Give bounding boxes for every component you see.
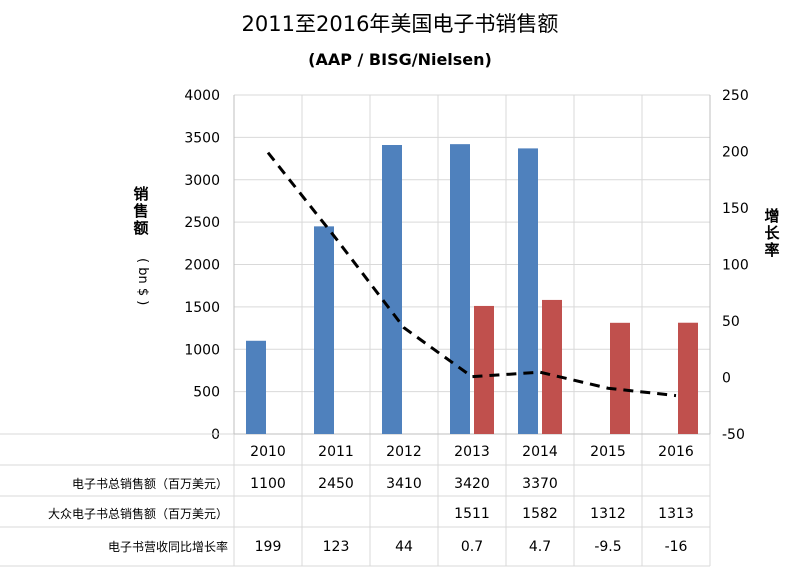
table-cell: 1511 [454,506,490,522]
y-tick-label-left: 3500 [184,130,220,146]
growth-rate-line [266,151,677,398]
table-cell: 3410 [386,476,422,492]
x-tick-label: 2016 [658,444,694,460]
y-tick-label-left: 1000 [184,342,220,358]
bar [518,148,538,434]
x-tick-label: 2011 [318,444,354,460]
y-tick-label-left: 3000 [184,173,220,189]
x-tick-label: 2014 [522,444,558,460]
table-row-label: 大众电子书总销售额（百万美元） [48,506,228,521]
y-tick-label-right: 100 [722,258,749,274]
y-tick-label-left: 500 [193,385,220,401]
table-cell: 3370 [522,476,558,492]
table-cell: 1312 [590,506,626,522]
bar [610,322,630,434]
y-tick-label-left: 1500 [184,300,220,316]
table-cell: 123 [323,539,350,555]
table-cell: 1313 [658,506,694,522]
y-tick-label-right: -50 [722,427,745,443]
x-tick-label: 2010 [250,444,286,460]
bar [382,145,402,434]
table-cell: -9.5 [594,539,621,555]
bar [678,322,698,434]
y-tick-label-right: 0 [722,371,731,387]
left-axis-unit: ( bn $ ) [135,258,150,306]
bar [246,340,266,434]
y-tick-label-left: 2000 [184,258,220,274]
table-row-label: 电子书营收同比增长率 [108,539,228,554]
right-axis-label: 增长率 [764,207,780,259]
y-tick-label-left: 2500 [184,215,220,231]
table-cell: 1100 [250,476,286,492]
y-tick-label-right: 250 [722,88,749,104]
bar [450,144,470,434]
table-cell: 2450 [318,476,354,492]
table-cell: 4.7 [529,539,551,555]
bar [314,226,334,434]
table-cell: 3420 [454,476,490,492]
table-cell: 1582 [522,506,558,522]
table-cell: 0.7 [461,539,483,555]
y-tick-label-right: 200 [722,145,749,161]
table-cell: 44 [395,539,413,555]
left-axis-label: 销售额 [133,185,149,237]
y-tick-label-right: 150 [722,201,749,217]
chart-subtitle: (AAP / BISG/Nielsen) [308,50,492,69]
table-cell: 199 [255,539,282,555]
y-tick-label-left: 4000 [184,88,220,104]
bar [474,305,494,434]
bar [542,299,562,434]
y-tick-label-left: 0 [211,427,220,443]
x-tick-label: 2013 [454,444,490,460]
chart-title: 2011至2016年美国电子书销售额 [241,12,559,36]
x-tick-label: 2015 [590,444,626,460]
table-row-label: 电子书总销售额（百万美元） [72,476,228,491]
x-tick-label: 2012 [386,444,422,460]
y-tick-label-right: 50 [722,314,740,330]
table-cell: -16 [665,539,688,555]
